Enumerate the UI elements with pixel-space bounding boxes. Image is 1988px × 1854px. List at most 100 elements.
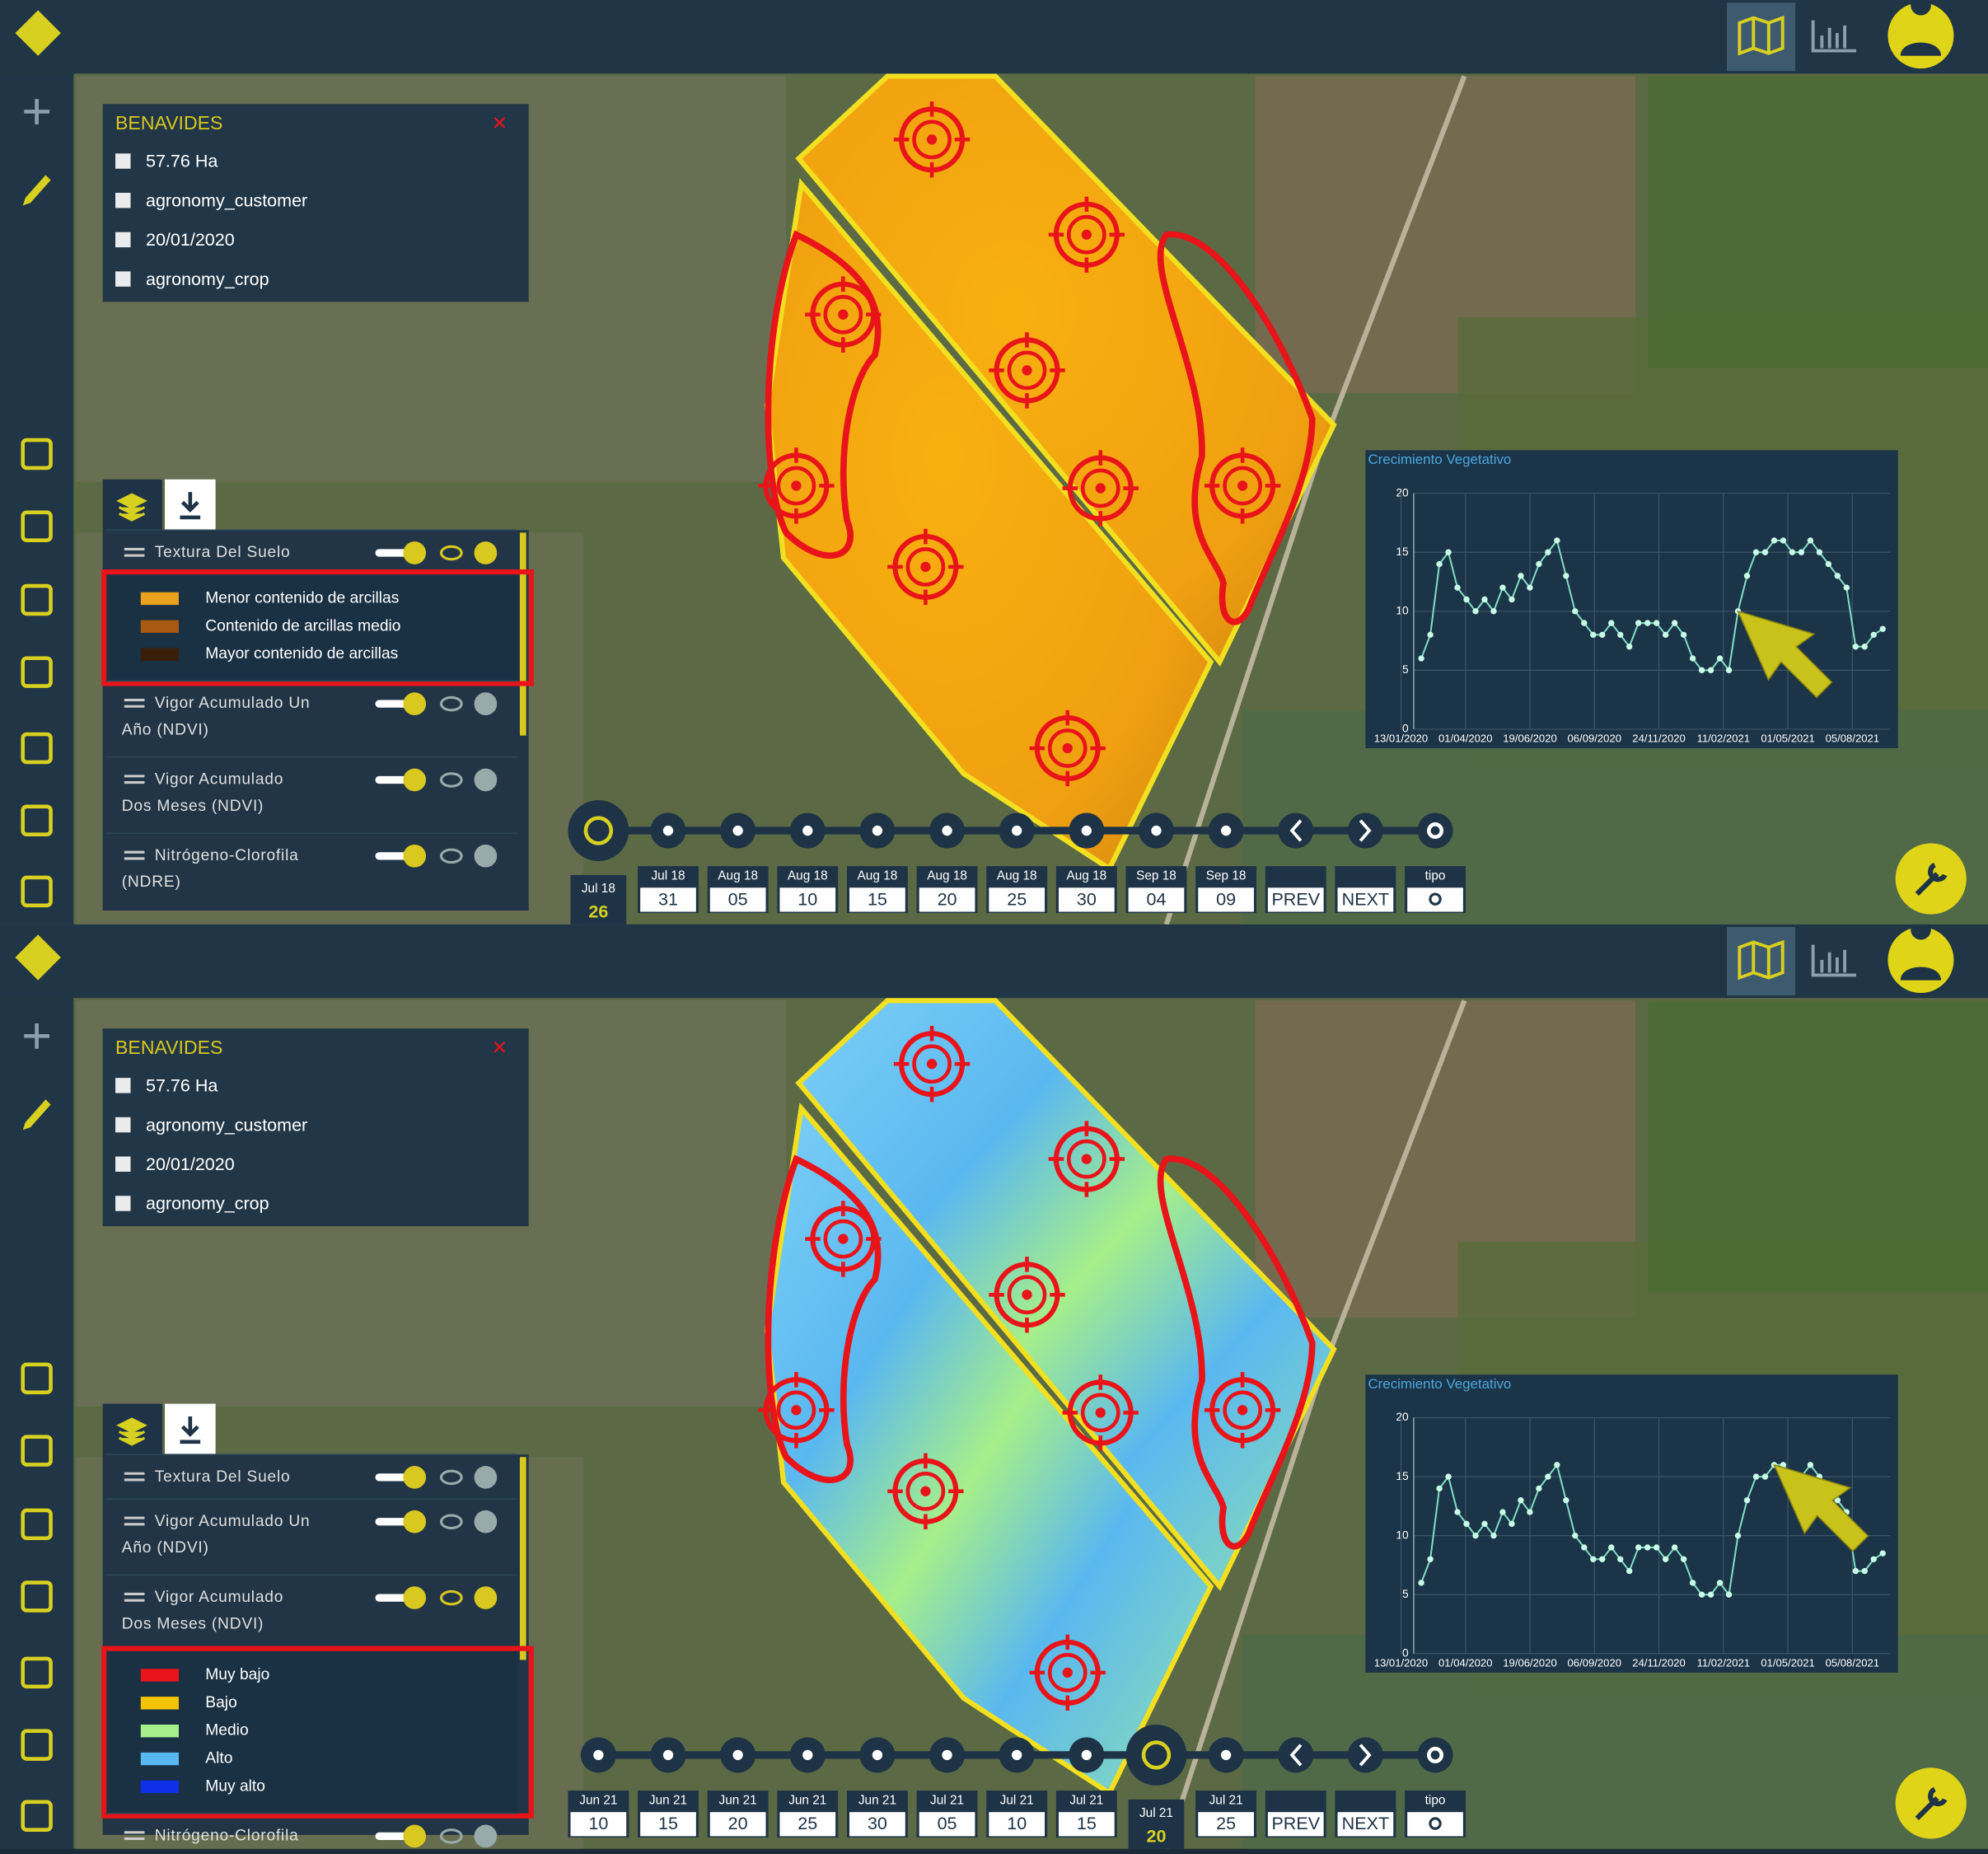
- target-icon: [1062, 450, 1139, 527]
- info-icon[interactable]: [474, 1824, 498, 1848]
- date-day: 09: [1216, 889, 1236, 909]
- timeline-item[interactable]: Jul 21 15: [1055, 1737, 1117, 1838]
- layer-row[interactable]: Nitrógeno-Clorofila(NDRE): [105, 1812, 517, 1854]
- sidebar-icon[interactable]: [21, 1729, 53, 1761]
- timeline-item[interactable]: Jul 21 05: [916, 1737, 978, 1838]
- sidebar-icon[interactable]: [21, 875, 53, 908]
- visibility-icon[interactable]: [439, 848, 463, 864]
- close-button[interactable]: ×: [492, 108, 507, 137]
- sidebar-icon[interactable]: [21, 1800, 53, 1833]
- timeline-item[interactable]: Jun 21 30: [846, 1737, 908, 1838]
- growth-point: [1743, 573, 1751, 579]
- pointer-arrow: [1773, 1463, 1869, 1552]
- sidebar-icon[interactable]: [21, 1435, 53, 1467]
- timeline-item[interactable]: Jun 21 20: [707, 1737, 769, 1838]
- chart-view-icon[interactable]: [1811, 944, 1856, 977]
- timeline-item[interactable]: Sep 18 09: [1195, 812, 1257, 914]
- timeline-item[interactable]: Jul 18 26: [568, 800, 629, 925]
- prev-node[interactable]: [1278, 1737, 1314, 1773]
- growth-point: [1843, 584, 1850, 591]
- timeline-item[interactable]: Aug 18 15: [846, 812, 908, 914]
- close-button[interactable]: ×: [492, 1032, 507, 1061]
- sidebar-icon[interactable]: [21, 732, 53, 765]
- layer-row[interactable]: Textura Del Suelo: [105, 1454, 517, 1489]
- visibility-icon[interactable]: [439, 1589, 463, 1606]
- growth-point: [1518, 1497, 1524, 1504]
- chart-view-icon[interactable]: [1811, 20, 1856, 53]
- timeline-item[interactable]: Aug 18 20: [916, 812, 978, 914]
- sidebar-icon[interactable]: [21, 1362, 53, 1395]
- info-icon[interactable]: [474, 692, 498, 716]
- visibility-icon[interactable]: [439, 1514, 463, 1529]
- layer-row[interactable]: Textura Del Suelo: [105, 529, 517, 564]
- visibility-icon[interactable]: [439, 545, 463, 561]
- sidebar-icon[interactable]: [21, 510, 53, 542]
- visibility-icon[interactable]: [439, 772, 463, 788]
- timeline-item[interactable]: Aug 18 25: [986, 812, 1048, 914]
- toggle-track[interactable]: [375, 775, 411, 784]
- info-icon[interactable]: [474, 768, 498, 792]
- map-view-button[interactable]: [1726, 2, 1796, 72]
- info-icon[interactable]: [474, 541, 498, 564]
- next-node[interactable]: [1347, 812, 1383, 849]
- toggle-track[interactable]: [375, 549, 411, 557]
- timeline-item[interactable]: Aug 18 10: [777, 812, 839, 914]
- layer-row[interactable]: Vigor Acumulado Un Año (NDVI): [105, 680, 517, 739]
- field-date: 20/01/2020: [146, 230, 235, 250]
- sidebar-icon[interactable]: [21, 804, 53, 836]
- date-icon: [115, 1156, 131, 1173]
- date-month: Jul 21: [1000, 1793, 1034, 1807]
- sidebar-icon[interactable]: [21, 1508, 53, 1541]
- layer-row[interactable]: Nitrógeno-Clorofila(NDRE): [105, 832, 517, 891]
- info-icon[interactable]: [474, 1586, 498, 1609]
- sidebar-icon[interactable]: [21, 438, 53, 471]
- timeline-item[interactable]: Jun 21 25: [777, 1737, 839, 1838]
- timeline-item[interactable]: Jul 18 31: [638, 812, 699, 914]
- tipo-node[interactable]: [1417, 1737, 1453, 1773]
- edit-icon[interactable]: [22, 1099, 51, 1131]
- visibility-icon[interactable]: [439, 1828, 463, 1844]
- visibility-icon[interactable]: [439, 1469, 463, 1486]
- date-day: 15: [658, 1814, 678, 1833]
- info-icon[interactable]: [474, 1466, 498, 1489]
- sidebar-icon[interactable]: [21, 656, 53, 688]
- layer-row[interactable]: Vigor Acumulado Un Año (NDVI): [105, 1498, 517, 1557]
- timeline-item[interactable]: Jul 21 25: [1195, 1737, 1257, 1838]
- timeline-item[interactable]: Sep 18 04: [1125, 812, 1187, 914]
- layer-name: Vigor Acumulado Un: [155, 695, 311, 712]
- sidebar-icon[interactable]: [21, 583, 53, 616]
- timeline-item[interactable]: Aug 18 05: [707, 812, 769, 914]
- next-bg: [1337, 887, 1394, 912]
- timeline-item[interactable]: Jun 21 10: [568, 1737, 629, 1838]
- info-icon[interactable]: [474, 1510, 498, 1533]
- timeline-item[interactable]: Jul 21 10: [986, 1737, 1048, 1838]
- prev-node[interactable]: [1278, 812, 1314, 849]
- toggle-track[interactable]: [375, 1473, 411, 1482]
- growth-point: [1707, 1591, 1714, 1598]
- next-node[interactable]: [1347, 1737, 1383, 1773]
- map-view-button[interactable]: [1726, 927, 1796, 996]
- edit-icon[interactable]: [22, 175, 51, 206]
- sidebar-icon[interactable]: [21, 1580, 53, 1613]
- timeline-item[interactable]: Jun 21 15: [638, 1737, 699, 1838]
- visibility-icon[interactable]: [439, 695, 463, 712]
- sidebar-icon[interactable]: [21, 1656, 53, 1689]
- toggle-track[interactable]: [375, 1518, 411, 1526]
- layer-row[interactable]: Vigor Acumulado Dos Meses (NDVI): [105, 756, 517, 815]
- timeline-item[interactable]: Jul 21 20: [1125, 1724, 1187, 1849]
- layer-name: Vigor Acumulado: [155, 771, 283, 789]
- tipo-node[interactable]: [1417, 812, 1453, 849]
- toggle-track[interactable]: [375, 1832, 411, 1841]
- add-icon[interactable]: [24, 1023, 50, 1049]
- timeline-item[interactable]: Aug 18 30: [1055, 812, 1117, 914]
- add-icon[interactable]: [24, 99, 50, 124]
- toggle-track[interactable]: [375, 852, 411, 860]
- timeline-dot: [732, 1749, 743, 1761]
- x-tick-label: 06/09/2020: [1568, 1657, 1621, 1669]
- target-cross: [1062, 1374, 1139, 1451]
- info-icon[interactable]: [474, 844, 498, 868]
- growth-point: [1689, 655, 1696, 662]
- toggle-track[interactable]: [375, 700, 411, 708]
- toggle-track[interactable]: [375, 1594, 411, 1602]
- layer-row[interactable]: Vigor Acumulado Dos Meses (NDVI): [105, 1574, 517, 1632]
